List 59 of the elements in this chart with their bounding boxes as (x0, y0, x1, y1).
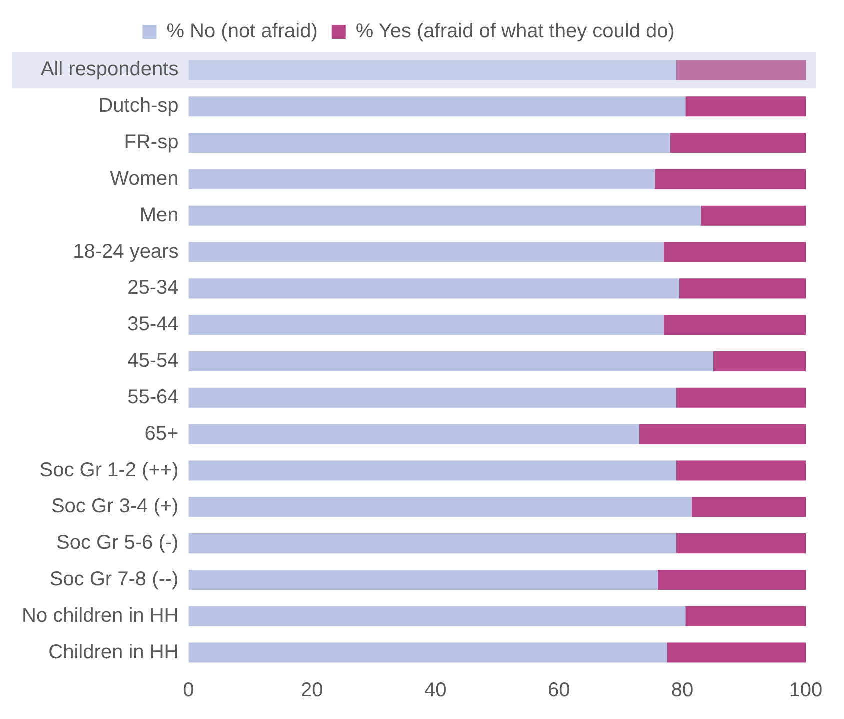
bar (664, 242, 806, 262)
bar (188, 315, 664, 336)
x-tick-label: 100 (789, 680, 823, 702)
x-tick-label: 0 (183, 680, 194, 702)
bar (670, 133, 806, 154)
y-tick-label: FR-sp (124, 132, 179, 154)
y-tick-label: Children in HH (48, 641, 179, 664)
bar (188, 96, 686, 117)
y-tick-label: All respondents (40, 58, 179, 81)
x-tick-label: 80 (671, 680, 694, 702)
bar (676, 534, 806, 554)
bar (188, 60, 676, 80)
bar (188, 642, 668, 663)
x-tick-label: 20 (301, 680, 324, 702)
bar (188, 497, 692, 518)
y-tick-label: Soc Gr 5-6 (-) (56, 532, 179, 554)
bar (679, 278, 806, 299)
y-tick-label: Soc Gr 1-2 (++) (40, 459, 179, 482)
bar (658, 570, 806, 590)
bar (701, 206, 806, 226)
bar (664, 315, 806, 336)
bar (188, 570, 658, 590)
bar (188, 206, 702, 226)
bar (667, 642, 806, 663)
bar (188, 351, 714, 372)
bar (188, 534, 676, 554)
bar (676, 60, 806, 80)
y-tick-label: Men (140, 204, 179, 226)
y-tick-label: Dutch-sp (98, 95, 179, 118)
y-tick-label: No children in HH (22, 604, 179, 627)
bar (676, 388, 806, 408)
bar (654, 169, 806, 190)
y-tick-label: 65+ (144, 422, 179, 445)
bar (713, 351, 806, 372)
y-tick-label: Women (110, 168, 179, 190)
bar (188, 388, 676, 408)
bar (692, 497, 806, 518)
bar (188, 169, 655, 190)
y-tick-label: 45-54 (128, 350, 179, 372)
x-tick-label: 40 (424, 680, 447, 702)
bar (188, 460, 676, 481)
legend-label: % No (not afraid) (166, 20, 318, 43)
bar (188, 278, 680, 299)
bar (676, 460, 806, 481)
bar (188, 133, 670, 154)
y-tick-label: Soc Gr 7-8 (--) (50, 568, 179, 590)
y-tick-label: 25-34 (128, 277, 179, 300)
bar (686, 96, 806, 117)
y-tick-label: 55-64 (128, 386, 179, 408)
y-tick-label: 35-44 (128, 314, 179, 336)
y-tick-label: 18-24 years (73, 240, 179, 263)
bar (188, 242, 664, 262)
bar (188, 606, 686, 626)
bar (188, 424, 640, 444)
y-tick-label: Soc Gr 3-4 (+) (51, 496, 179, 518)
bar (639, 424, 806, 444)
x-tick-label: 60 (548, 680, 570, 702)
legend-label: % Yes (afraid of what they could do) (356, 20, 675, 43)
bar (686, 606, 806, 626)
